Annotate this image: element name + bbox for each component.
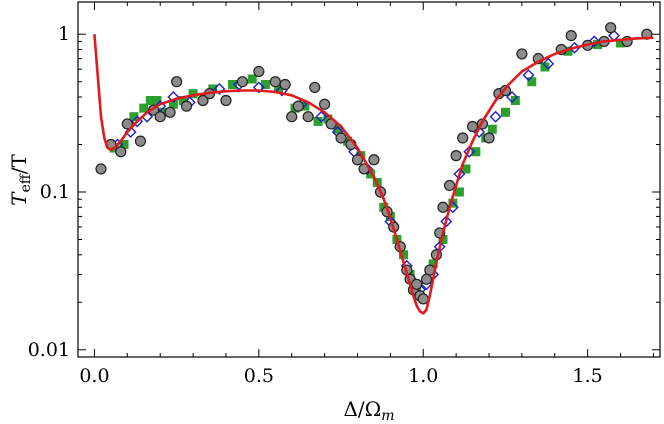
x-tick-label: 1.0 [408, 365, 438, 387]
square-point [616, 38, 626, 48]
diamond-point [213, 82, 226, 95]
y-tick-label: 0.1 [40, 181, 70, 203]
x-tick-label: 1.5 [573, 365, 603, 387]
square-point [471, 147, 481, 157]
square-point [323, 114, 333, 124]
circle-point [411, 278, 423, 290]
diamond-point [522, 69, 535, 82]
circle-point [279, 78, 291, 91]
square-point [145, 96, 155, 106]
square-point [129, 112, 139, 122]
square-point [540, 62, 550, 72]
square-point [461, 164, 471, 174]
fit-curve [93, 34, 654, 315]
square-point [428, 259, 438, 269]
circle-point [292, 100, 304, 112]
circle-point [437, 201, 449, 213]
plot-frame [77, 1, 661, 358]
y-axis-label: Teff/T [7, 154, 34, 206]
axis-ticks: 0.0 0.5 1.0 1.5 0.01 0.1 1 [28, 2, 660, 387]
circle-point [197, 94, 209, 107]
square-point [500, 107, 510, 117]
circle-point [121, 118, 133, 130]
square-point [247, 74, 257, 84]
circle-point [95, 163, 107, 175]
square-point [593, 40, 603, 50]
y-tick-label: 1 [58, 23, 70, 45]
circle-point [516, 48, 528, 60]
circle-point [368, 154, 380, 166]
diamond-point [588, 35, 601, 48]
circle-point [565, 29, 577, 42]
circle-point [220, 94, 232, 107]
circle-point [319, 98, 331, 110]
circle-point [443, 179, 456, 192]
square-point [563, 46, 573, 56]
diamond-point [506, 91, 519, 103]
diamond-point [440, 215, 453, 228]
circle-point [605, 22, 617, 34]
square-point [260, 80, 270, 90]
circle-point [253, 65, 265, 78]
square-point [399, 250, 409, 260]
x-axis-label: Δ/Ωm [343, 397, 394, 424]
circle-point [269, 76, 281, 88]
diamond-point [489, 110, 502, 123]
diamond-point [542, 57, 555, 70]
circle-point [351, 154, 364, 166]
square-point [188, 89, 198, 99]
circle-point [420, 273, 433, 285]
square-point [333, 124, 343, 134]
square-point [139, 103, 149, 113]
circle-point [457, 132, 469, 144]
circle-point [115, 146, 127, 158]
square-point [438, 234, 448, 244]
circle-point [171, 76, 183, 88]
circle-point [134, 135, 147, 147]
circle-point [450, 150, 462, 162]
circle-point [154, 111, 166, 123]
diamond-point [463, 145, 476, 158]
square-point [208, 84, 218, 94]
square-point [228, 80, 238, 90]
square-point [510, 96, 520, 106]
circle-point [466, 120, 479, 133]
circle-point [309, 81, 321, 94]
x-tick-label: 0.0 [79, 365, 109, 387]
circle-point [335, 132, 347, 144]
circle-point [483, 132, 495, 144]
square-point [119, 139, 129, 149]
square-point [178, 96, 188, 106]
circle-point [236, 76, 249, 88]
square-point [152, 96, 162, 106]
square-point [454, 187, 464, 197]
square-point [487, 124, 497, 134]
y-tick-label: 0.01 [28, 339, 70, 361]
plot-data [93, 22, 654, 315]
circle-point [286, 111, 298, 123]
square-point [313, 116, 323, 126]
diamond-point [252, 81, 265, 94]
square-point [168, 99, 178, 109]
circle-point [164, 106, 176, 118]
diamond-point [315, 110, 328, 123]
diamond-point [167, 91, 180, 103]
x-tick-label: 0.5 [244, 365, 274, 387]
square-point [366, 169, 376, 179]
circle-point [417, 293, 429, 305]
circle-point [302, 111, 314, 123]
square-point [527, 77, 537, 87]
circle-point [180, 100, 193, 112]
